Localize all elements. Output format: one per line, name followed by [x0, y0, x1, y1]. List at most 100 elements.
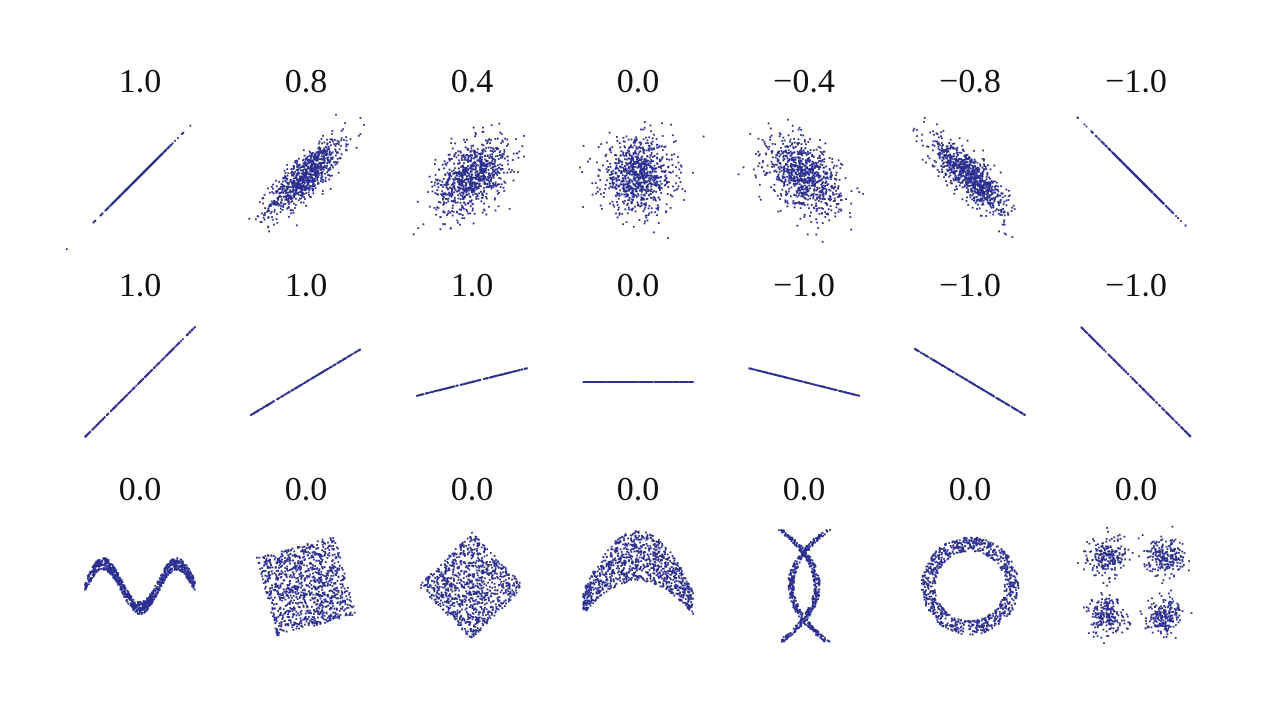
- scatter-point: [810, 193, 813, 196]
- scatter-point: [941, 137, 943, 140]
- scatter-point: [475, 154, 478, 157]
- scatter-point: [133, 180, 136, 183]
- scatter-point: [464, 170, 467, 173]
- scatter-point: [476, 172, 479, 175]
- scatter-point: [971, 190, 974, 192]
- scatter-point: [623, 154, 626, 157]
- scatter-point: [656, 152, 659, 155]
- scatter-point: [791, 163, 794, 166]
- scatter-point: [627, 162, 630, 165]
- scatter-point: [646, 170, 649, 173]
- scatter-point: [457, 171, 460, 174]
- scatter-point: [168, 145, 171, 148]
- scatter-point: [311, 153, 313, 156]
- scatter-point: [312, 180, 315, 183]
- scatter-point: [296, 166, 299, 169]
- scatter-point: [625, 221, 628, 223]
- scatter-point: [794, 165, 797, 168]
- scatter-point: [642, 169, 645, 171]
- scatter-point: [974, 175, 976, 178]
- scatter-point: [643, 177, 646, 179]
- scatter-point: [296, 185, 299, 187]
- scatter-point: [819, 160, 822, 162]
- scatter-point: [664, 171, 666, 173]
- scatter-point: [825, 173, 828, 176]
- scatter-point: [582, 145, 585, 147]
- scatter-point: [803, 182, 806, 184]
- scatter-point: [822, 192, 825, 195]
- scatter-point: [986, 182, 989, 185]
- scatter-point: [800, 187, 803, 189]
- scatter-point: [336, 151, 339, 154]
- scatter-point: [985, 193, 988, 195]
- scatter-point: [833, 164, 836, 167]
- scatter-point: [645, 160, 648, 163]
- scatter-point: [782, 136, 785, 139]
- scatter-point: [638, 151, 641, 154]
- scatter-point: [983, 165, 986, 167]
- scatter-point: [422, 223, 425, 226]
- scatter-point: [597, 175, 600, 177]
- scatter-point: [145, 168, 148, 171]
- scatter-point: [156, 157, 159, 160]
- scatter-point: [309, 151, 312, 154]
- scatter-point: [815, 148, 818, 151]
- scatter-point: [785, 194, 787, 196]
- scatter-point: [977, 199, 980, 201]
- scatter-point: [834, 212, 837, 214]
- scatter-point: [313, 154, 316, 156]
- scatter-point: [308, 155, 311, 157]
- scatter-point: [992, 180, 994, 183]
- scatter-point: [802, 134, 805, 137]
- scatter-point: [345, 145, 348, 148]
- scatter-point: [453, 155, 456, 158]
- scatter-point: [622, 177, 625, 180]
- scatter-point: [624, 177, 627, 180]
- scatter-point: [978, 188, 981, 191]
- scatter-point: [782, 173, 785, 176]
- scatter-point: [658, 158, 661, 161]
- scatter-point: [313, 185, 315, 187]
- scatter-point: [835, 171, 838, 174]
- scatter-point: [302, 165, 305, 168]
- scatter-point: [294, 204, 297, 206]
- scatter-point: [978, 176, 980, 179]
- scatter-point: [982, 149, 984, 152]
- scatter-point: [953, 142, 956, 145]
- scatter-point: [850, 190, 853, 192]
- scatter-point: [834, 185, 837, 188]
- scatter-point: [609, 162, 612, 165]
- scatter-point: [796, 195, 799, 198]
- scatter-point: [296, 160, 299, 163]
- scatter-point: [311, 155, 313, 158]
- scatter-point: [464, 157, 467, 159]
- scatter-point: [822, 176, 825, 179]
- scatter-point: [630, 179, 633, 182]
- scatter-point: [447, 193, 449, 196]
- scatter-point: [808, 180, 811, 182]
- scatter-point: [993, 180, 996, 183]
- scatter-point: [125, 188, 128, 191]
- scatter-point: [667, 166, 669, 169]
- scatter-point: [802, 202, 805, 204]
- scatter-point: [995, 196, 997, 198]
- scatter-point: [816, 165, 819, 168]
- scatter-point: [339, 157, 342, 160]
- scatter-point: [443, 160, 446, 163]
- scatter-point: [273, 208, 276, 211]
- scatter-point: [285, 196, 287, 198]
- scatter-point: [935, 161, 937, 163]
- scatter-point: [1001, 192, 1004, 195]
- scatter-point: [961, 167, 964, 170]
- scatter-point: [279, 195, 281, 198]
- scatter-point: [997, 200, 1000, 203]
- scatter-point: [968, 170, 971, 173]
- scatter-point: [949, 159, 952, 162]
- scatter-point: [825, 188, 828, 191]
- scatter-point: [954, 170, 957, 172]
- scatter-point: [818, 174, 820, 176]
- scatter-point: [280, 202, 283, 205]
- scatter-point: [325, 154, 328, 157]
- scatter-point: [630, 138, 633, 141]
- scatter-point: [970, 189, 972, 192]
